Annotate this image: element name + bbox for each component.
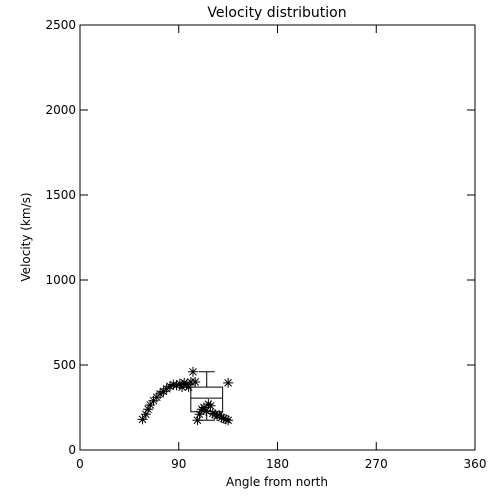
x-tick-label: 0	[76, 457, 84, 471]
point	[223, 377, 234, 388]
y-tick-label: 1500	[45, 188, 76, 202]
point	[223, 415, 234, 426]
y-tick-label: 500	[53, 358, 76, 372]
y-tick-label: 2000	[45, 103, 76, 117]
point	[143, 404, 154, 415]
x-tick-label: 180	[266, 457, 289, 471]
point	[177, 382, 188, 393]
point	[207, 408, 218, 419]
point	[145, 399, 156, 410]
y-axis-label: Velocity (km/s)	[19, 192, 33, 281]
point	[218, 413, 229, 424]
point	[188, 366, 199, 377]
point	[201, 405, 212, 416]
point	[140, 409, 151, 420]
point	[174, 378, 185, 389]
y-tick-label: 1000	[45, 273, 76, 287]
y-tick-label: 2500	[45, 18, 76, 32]
x-tick-label: 270	[365, 457, 388, 471]
point	[183, 382, 194, 393]
x-axis-label: Angle from north	[226, 475, 328, 489]
plot-frame	[79, 24, 476, 451]
point	[198, 402, 209, 413]
point	[158, 386, 169, 397]
point	[137, 414, 148, 425]
chart-title: Velocity distribution	[207, 5, 346, 21]
point	[155, 388, 166, 399]
y-tick-label: 0	[68, 443, 76, 457]
point	[205, 400, 216, 411]
point	[212, 411, 223, 421]
point	[194, 409, 205, 420]
point	[171, 380, 182, 391]
point	[216, 412, 227, 423]
point	[161, 383, 172, 394]
point	[190, 377, 201, 387]
point	[192, 415, 203, 426]
point	[220, 414, 231, 425]
box	[190, 386, 224, 413]
point	[164, 381, 175, 392]
x-tick-label: 360	[464, 457, 487, 471]
x-tick-label: 90	[171, 457, 186, 471]
point	[168, 379, 179, 390]
